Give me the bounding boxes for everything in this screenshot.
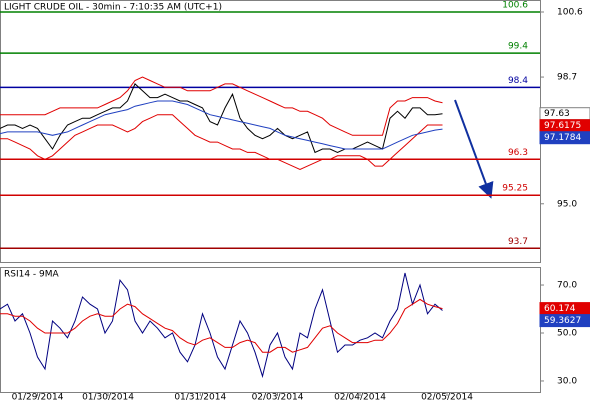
x-tick-label: 01/31/2014 bbox=[174, 393, 226, 400]
level-label: 100.6 bbox=[502, 0, 528, 10]
level-label: 93.7 bbox=[508, 237, 528, 247]
y-tick-label: 100.6 bbox=[557, 7, 583, 17]
panel-title: RSI14 - 9MA bbox=[4, 270, 60, 280]
x-tick-label: 02/05/2014 bbox=[421, 393, 473, 400]
x-tick-label: 01/30/2014 bbox=[82, 393, 134, 400]
y-tick-label: 98.7 bbox=[557, 73, 577, 83]
series-line bbox=[0, 76, 443, 136]
series-line bbox=[0, 272, 443, 379]
last-value-label: 97.1784 bbox=[544, 133, 581, 143]
last-value-label: 97.6175 bbox=[544, 121, 581, 131]
level-label: 98.4 bbox=[508, 76, 528, 86]
level-label: 96.3 bbox=[508, 148, 528, 158]
rsi-frame bbox=[0, 267, 541, 393]
level-label: 95.25 bbox=[502, 184, 528, 194]
x-tick-label: 02/04/2014 bbox=[334, 393, 386, 400]
x-tick-label: 01/29/2014 bbox=[12, 393, 64, 400]
series-line bbox=[0, 100, 443, 150]
last-value-box bbox=[539, 131, 590, 145]
y-tick-label: 30.0 bbox=[557, 376, 577, 386]
series-line bbox=[0, 298, 443, 353]
chart-title: LIGHT CRUDE OIL - 30min - 7:10:35 AM (UT… bbox=[4, 3, 222, 13]
last-value-box bbox=[539, 314, 590, 328]
y-tick-label: 95.0 bbox=[557, 199, 577, 209]
y-tick-label: 70.0 bbox=[557, 281, 577, 291]
last-value-label: 97.63 bbox=[544, 109, 570, 119]
last-value-label: 59.3627 bbox=[544, 316, 581, 326]
series-line bbox=[0, 83, 443, 154]
series-line bbox=[0, 114, 443, 171]
last-value-label: 60.174 bbox=[544, 304, 576, 314]
y-tick-label: 50.0 bbox=[557, 328, 577, 338]
forecast-arrow bbox=[454, 99, 494, 199]
level-label: 99.4 bbox=[508, 42, 528, 52]
x-tick-label: 02/03/2014 bbox=[252, 393, 304, 400]
